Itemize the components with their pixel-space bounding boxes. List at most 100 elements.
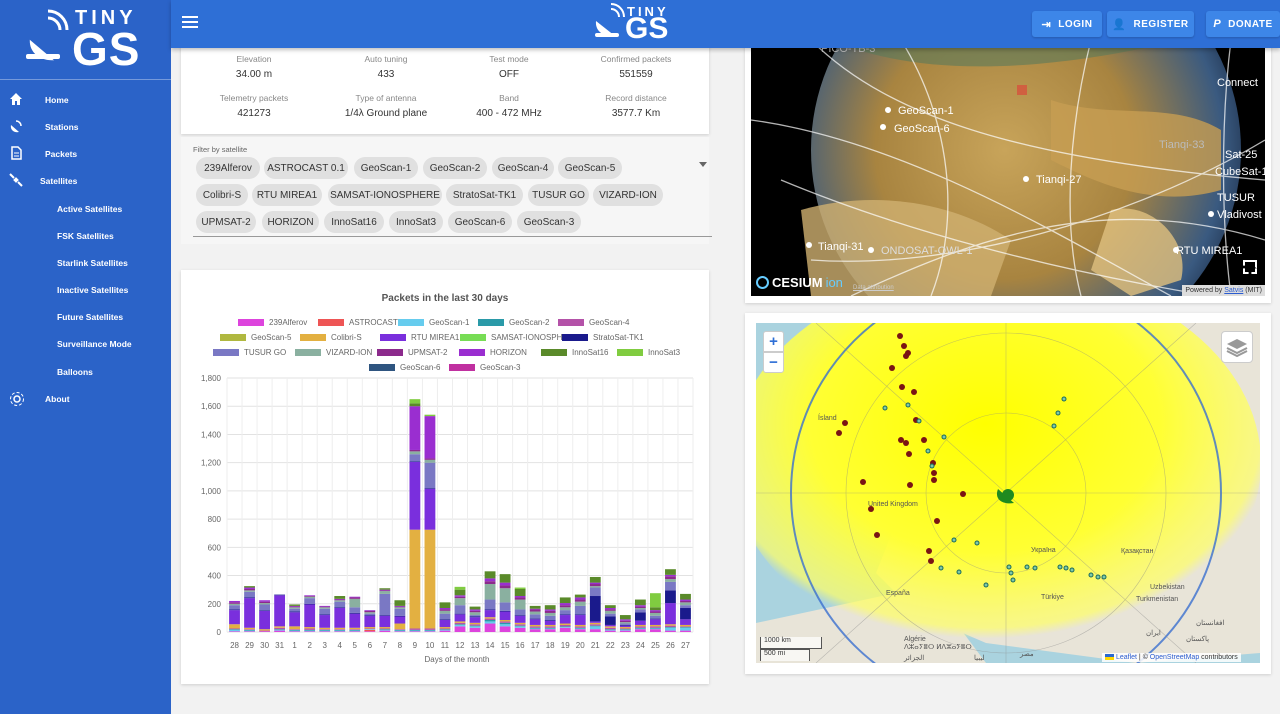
bar-segment[interactable]: [259, 631, 270, 632]
bar-segment[interactable]: [229, 605, 240, 610]
bar-segment[interactable]: [574, 624, 586, 627]
bar-segment[interactable]: [469, 610, 481, 613]
legend-item[interactable]: InnoSat3: [617, 348, 680, 357]
bar-segment[interactable]: [529, 629, 541, 632]
bar-segment[interactable]: [634, 624, 646, 627]
coverage-map[interactable]: United Kingdom España Algérie الجزائر ليبيا م…: [756, 323, 1260, 663]
bar-segment[interactable]: [439, 630, 451, 632]
bar-segment[interactable]: [499, 574, 511, 583]
bar-segment[interactable]: [514, 615, 526, 616]
bar-segment[interactable]: [589, 587, 601, 597]
bar-segment[interactable]: [454, 595, 466, 597]
register-button[interactable]: 👤 REGISTER: [1107, 11, 1194, 37]
bar-segment[interactable]: [634, 612, 646, 621]
bar-segment[interactable]: [364, 615, 376, 628]
bar-segment[interactable]: [665, 581, 676, 591]
bar-segment[interactable]: [604, 605, 616, 609]
bar-segment[interactable]: [319, 615, 331, 628]
bar-segment[interactable]: [244, 587, 255, 589]
bar-segment[interactable]: [244, 630, 255, 632]
bar-segment[interactable]: [499, 626, 511, 632]
legend-item[interactable]: GeoScan-5: [220, 333, 291, 342]
bar-segment[interactable]: [484, 609, 496, 611]
bar-segment[interactable]: [604, 624, 616, 627]
bar-segment[interactable]: [469, 626, 481, 628]
bar-segment[interactable]: [439, 620, 451, 628]
data-attribution-link[interactable]: Data attribution: [853, 285, 894, 291]
bar-segment[interactable]: [289, 626, 301, 630]
bar-segment[interactable]: [349, 607, 361, 613]
satellite-chip[interactable]: TUSUR GO: [528, 184, 589, 206]
bar-segment[interactable]: [529, 605, 541, 609]
bar-segment[interactable]: [484, 571, 496, 579]
bar-segment[interactable]: [665, 627, 676, 628]
bar-segment[interactable]: [529, 608, 541, 610]
bar-segment[interactable]: [665, 569, 676, 575]
legend-item[interactable]: GeoScan-2: [478, 318, 549, 327]
sidebar-item-home[interactable]: Home: [0, 86, 171, 113]
bar-segment[interactable]: [394, 623, 406, 630]
bar-segment[interactable]: [289, 607, 301, 609]
bar-segment[interactable]: [394, 607, 406, 609]
legend-item[interactable]: VIZARD-ION: [295, 348, 372, 357]
bar-segment[interactable]: [334, 600, 346, 602]
bar-segment[interactable]: [634, 609, 646, 613]
bar-segment[interactable]: [559, 610, 571, 615]
bar-segment[interactable]: [454, 621, 466, 623]
bar-segment[interactable]: [529, 609, 541, 612]
bar-segment[interactable]: [394, 606, 406, 608]
satellite-chip[interactable]: GeoScan-2: [423, 157, 487, 179]
bar-segment[interactable]: [559, 627, 571, 632]
bar-segment[interactable]: [379, 627, 391, 629]
bar-segment[interactable]: [514, 597, 526, 600]
satellite-chip[interactable]: GeoScan-6: [448, 211, 512, 233]
bar-segment[interactable]: [680, 600, 691, 603]
bar-segment[interactable]: [650, 627, 661, 629]
bar-segment[interactable]: [469, 625, 481, 627]
bar-segment[interactable]: [559, 605, 571, 608]
bar-segment[interactable]: [319, 607, 331, 609]
bar-segment[interactable]: [650, 612, 661, 616]
bar-segment[interactable]: [349, 631, 361, 632]
bar-segment[interactable]: [244, 586, 255, 588]
bar-segment[interactable]: [544, 626, 556, 628]
bar-segment[interactable]: [289, 608, 301, 612]
sidebar-item-satellites[interactable]: Satellites: [0, 167, 171, 194]
bar-segment[interactable]: [650, 615, 661, 619]
bar-segment[interactable]: [229, 624, 240, 629]
bar-segment[interactable]: [364, 615, 376, 616]
bar-segment[interactable]: [409, 461, 421, 530]
bar-segment[interactable]: [259, 629, 270, 631]
bar-segment[interactable]: [409, 628, 421, 630]
cesium-ion-logo[interactable]: CESIUM ion: [756, 275, 843, 290]
bar-segment[interactable]: [304, 598, 316, 604]
bar-segment[interactable]: [274, 594, 286, 596]
bar-segment[interactable]: [544, 627, 556, 629]
bar-segment[interactable]: [244, 627, 255, 630]
bar-segment[interactable]: [514, 624, 526, 626]
bar-segment[interactable]: [665, 574, 676, 577]
bar-segment[interactable]: [319, 630, 331, 632]
bar-segment[interactable]: [454, 626, 466, 632]
bar-segment[interactable]: [665, 576, 676, 580]
bar-segment[interactable]: [424, 459, 436, 463]
bar-segment[interactable]: [589, 582, 601, 585]
filter-dropdown-chevron-icon[interactable]: [699, 162, 707, 167]
bar-segment[interactable]: [604, 629, 616, 631]
bar-segment[interactable]: [604, 627, 616, 630]
bar-segment[interactable]: [559, 626, 571, 628]
bar-segment[interactable]: [364, 628, 376, 630]
bar-segment[interactable]: [379, 589, 391, 591]
bar-segment[interactable]: [650, 624, 661, 627]
bar-segment[interactable]: [244, 590, 255, 592]
bar-segment[interactable]: [544, 629, 556, 632]
bar-segment[interactable]: [349, 598, 361, 608]
bar-segment[interactable]: [604, 609, 616, 611]
bar-segment[interactable]: [349, 630, 361, 632]
bar-segment[interactable]: [514, 622, 526, 625]
bar-segment[interactable]: [665, 624, 676, 626]
bar-segment[interactable]: [439, 613, 451, 620]
bar-segment[interactable]: [334, 631, 346, 632]
bar-segment[interactable]: [409, 406, 421, 450]
bar-segment[interactable]: [364, 629, 376, 632]
